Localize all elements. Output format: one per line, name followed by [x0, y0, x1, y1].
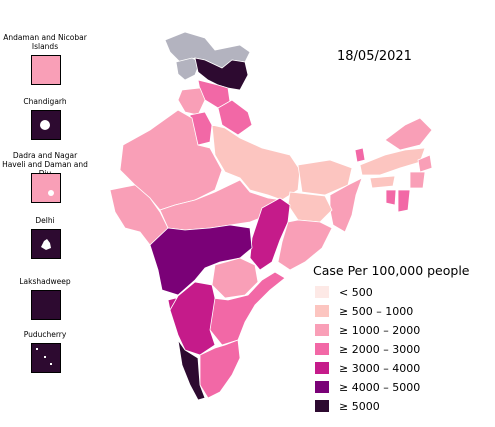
legend-label: ≥ 2000 – 3000 — [339, 342, 421, 356]
region-tripura — [385, 189, 397, 206]
legend-item: ≥ 500 – 1000 — [315, 304, 413, 318]
legend-label: ≥ 3000 – 4000 — [339, 361, 421, 375]
inset-label: Lakshadweep — [19, 277, 71, 286]
legend-item: ≥ 2000 – 3000 — [315, 342, 420, 356]
inset-box — [31, 229, 61, 259]
legend-item: ≥ 3000 – 4000 — [315, 361, 420, 375]
legend-swatch — [315, 286, 329, 298]
legend-swatch — [315, 400, 329, 412]
legend-swatch — [315, 381, 329, 393]
legend-swatch — [315, 362, 329, 374]
legend-item: ≥ 1000 – 2000 — [315, 323, 420, 337]
inset-label: Delhi — [35, 216, 55, 225]
legend-item: ≥ 5000 — [315, 399, 380, 413]
region-meghalaya — [369, 175, 396, 189]
region-telangana — [211, 257, 259, 299]
region-andhra — [209, 271, 286, 346]
inset-box — [31, 110, 61, 140]
inset-box — [31, 343, 61, 373]
region-karnataka — [169, 281, 216, 356]
region-jammu-kashmir — [194, 57, 249, 91]
legend-label: ≥ 500 – 1000 — [339, 304, 414, 318]
legend-swatch — [315, 324, 329, 336]
legend-label: ≥ 1000 – 2000 — [339, 323, 421, 337]
region-west-bengal — [329, 177, 363, 233]
region-sikkim — [354, 147, 366, 163]
inset-box — [31, 290, 61, 320]
legend-label: ≥ 4000 – 5000 — [339, 380, 421, 394]
region-kerala — [177, 339, 206, 401]
legend-item: < 500 — [315, 285, 373, 299]
region-arunachal — [384, 117, 433, 151]
region-disputed-west — [175, 57, 201, 81]
legend-item: ≥ 4000 – 5000 — [315, 380, 420, 394]
region-assam — [359, 147, 426, 176]
region-odisha — [277, 219, 333, 271]
inset-label: Puducherry — [23, 330, 67, 339]
legend-title: Case Per 100,000 people — [313, 263, 470, 278]
region-punjab — [177, 87, 206, 116]
legend-swatch — [315, 305, 329, 317]
region-jharkhand — [287, 191, 333, 223]
inset-label: Andaman and Nicobar Islands — [3, 33, 87, 51]
legend-swatch — [315, 343, 329, 355]
legend-label: < 500 — [339, 285, 373, 299]
inset-box — [31, 55, 61, 85]
region-tamil-nadu — [199, 339, 241, 399]
region-uttarakhand — [217, 99, 253, 136]
date-label: 18/05/2021 — [337, 49, 412, 64]
region-mizoram — [397, 189, 411, 213]
inset-label: Chandigarh — [23, 97, 67, 106]
legend-label: ≥ 5000 — [339, 399, 380, 413]
region-manipur — [409, 171, 426, 189]
region-nagaland — [417, 154, 433, 173]
inset-box — [31, 173, 61, 203]
